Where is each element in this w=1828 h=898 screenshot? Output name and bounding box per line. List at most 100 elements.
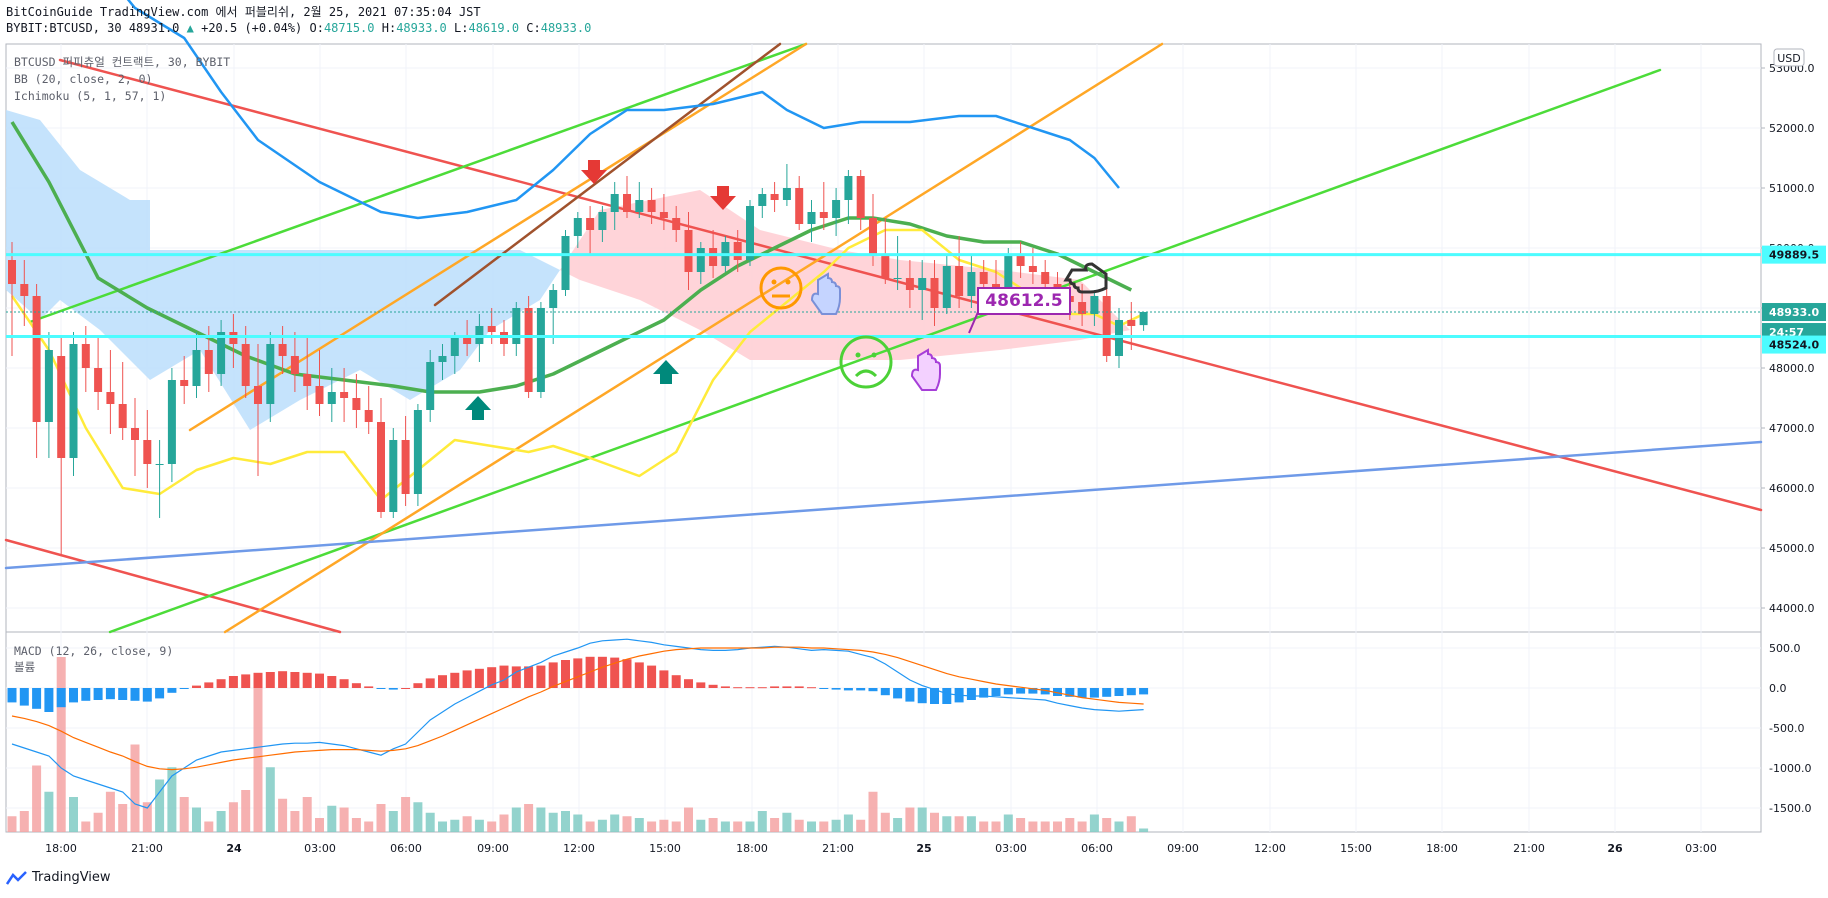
macd-histogram-bar [216, 679, 226, 688]
candle-body [819, 212, 828, 218]
candle-body [1028, 266, 1037, 272]
candle [143, 410, 152, 488]
volume-bar [69, 797, 78, 832]
bb-legend[interactable]: BB (20, close, 2, 0) [14, 72, 152, 86]
macd-histogram-bar [1139, 688, 1149, 695]
volume-bar [327, 805, 337, 832]
macd-histogram-bar [1126, 688, 1136, 696]
candle-body [672, 218, 681, 230]
macd-histogram-bar [290, 672, 300, 688]
candle [192, 332, 201, 398]
macd-histogram-bar [831, 688, 841, 690]
macd-histogram-bar [770, 686, 780, 688]
candle [1139, 312, 1148, 331]
macd-histogram-bar [1102, 688, 1112, 697]
macd-pane[interactable] [5, 631, 1762, 833]
time-tick-label: 21:00 [1513, 842, 1545, 855]
candle-body [340, 392, 349, 398]
macd-histogram-bar [1016, 688, 1026, 694]
candle-body [155, 464, 164, 465]
macd-histogram-bar [7, 688, 17, 703]
ohlc-low: L:48619.0 [454, 21, 520, 35]
time-tick-label: 15:00 [649, 842, 681, 855]
macd-histogram-bar [708, 684, 718, 688]
macd-histogram-bar [462, 670, 472, 688]
macd-histogram-bar [56, 688, 66, 708]
candle [278, 326, 287, 374]
time-tick-label: 18:00 [45, 842, 77, 855]
bb-upper-line [126, 0, 1120, 220]
time-axis[interactable]: 18:00 21:00 24 03:00 06:00 09:00 12:00 15:00 18:… [45, 842, 1717, 855]
time-tick-label: 12:00 [563, 842, 595, 855]
volume-bar [770, 818, 780, 832]
macd-histogram-bar [536, 665, 546, 688]
ichimoku-legend[interactable]: Ichimoku (5, 1, 57, 1) [14, 89, 166, 103]
chart-header: BitCoinGuide TradingView.com 에서 퍼블리쉬, 2월… [6, 4, 591, 36]
signal-line [11, 646, 1144, 771]
macd-histogram-bar [155, 688, 165, 699]
volume-bar [364, 821, 374, 832]
macd-histogram-bar [511, 666, 521, 688]
time-tick-label: 21:00 [131, 842, 163, 855]
symbol-legend[interactable]: BTCUSD 퍼피츄얼 컨트랙트, 30, BYBIT [14, 55, 230, 69]
time-tick-label: 25 [916, 842, 931, 855]
volume-bar [351, 818, 361, 832]
candle [217, 320, 226, 386]
ohlc-close: C:48933.0 [526, 21, 592, 35]
candle [573, 212, 582, 248]
candle-body [967, 272, 976, 296]
candle-body [401, 440, 410, 494]
candle [586, 206, 595, 254]
candle [807, 200, 816, 242]
candle-body [795, 188, 804, 224]
volume-bar [1139, 828, 1149, 832]
candle-body [413, 410, 422, 494]
volume-bar [44, 791, 54, 832]
currency-badge-frame[interactable] [1773, 48, 1805, 67]
macd-histogram-bar [819, 688, 829, 689]
candle-body [1004, 254, 1013, 290]
candle-body [512, 308, 521, 344]
footer: TradingView [6, 870, 111, 885]
volume-bar [1016, 818, 1026, 832]
volume-bar [622, 816, 632, 832]
macd-legend[interactable]: MACD (12, 26, close, 9) [14, 644, 173, 658]
candle-body [352, 398, 361, 410]
time-tick-label: 18:00 [736, 842, 768, 855]
volume-bar [1053, 821, 1062, 832]
candle-body [733, 242, 742, 260]
volume-bar [302, 797, 312, 832]
trendline [28, 42, 808, 324]
macd-histogram-bar [733, 687, 743, 689]
volume-bar [893, 818, 903, 832]
candle-body [426, 362, 435, 410]
macd-histogram-bar [757, 687, 767, 689]
candle [401, 416, 410, 506]
candle [167, 368, 176, 482]
volume-bar [573, 814, 583, 832]
macd-histogram-bar [253, 672, 263, 688]
macd-histogram-bar [745, 687, 755, 689]
macd-histogram-bar [794, 686, 804, 688]
volume-bar [1040, 821, 1050, 832]
macd-axis[interactable]: 500.0 0.0 -500.0 -1000.0 -1500.0 [1769, 642, 1811, 815]
candle-body [131, 428, 139, 440]
symbol-price: BYBIT:BTCUSD, 30 48931.0 [6, 21, 180, 35]
candle [315, 350, 324, 416]
volume-bar [105, 791, 115, 832]
candle-body [143, 440, 152, 464]
candle-body [57, 356, 66, 458]
trendline [433, 42, 782, 307]
currency-badge[interactable]: USD [1777, 52, 1801, 65]
macd-histogram-bar [487, 667, 497, 688]
candle-body [979, 272, 988, 284]
footer-brand[interactable]: TradingView [32, 870, 111, 885]
candle [930, 260, 939, 326]
volume-bar [499, 814, 509, 832]
time-tick-label: 09:00 [1167, 842, 1199, 855]
tradingview-logo-icon[interactable] [6, 870, 28, 885]
time-tick-label: 18:00 [1426, 842, 1458, 855]
volume-legend[interactable]: 볼륨 [14, 660, 35, 674]
candles [8, 164, 1148, 554]
